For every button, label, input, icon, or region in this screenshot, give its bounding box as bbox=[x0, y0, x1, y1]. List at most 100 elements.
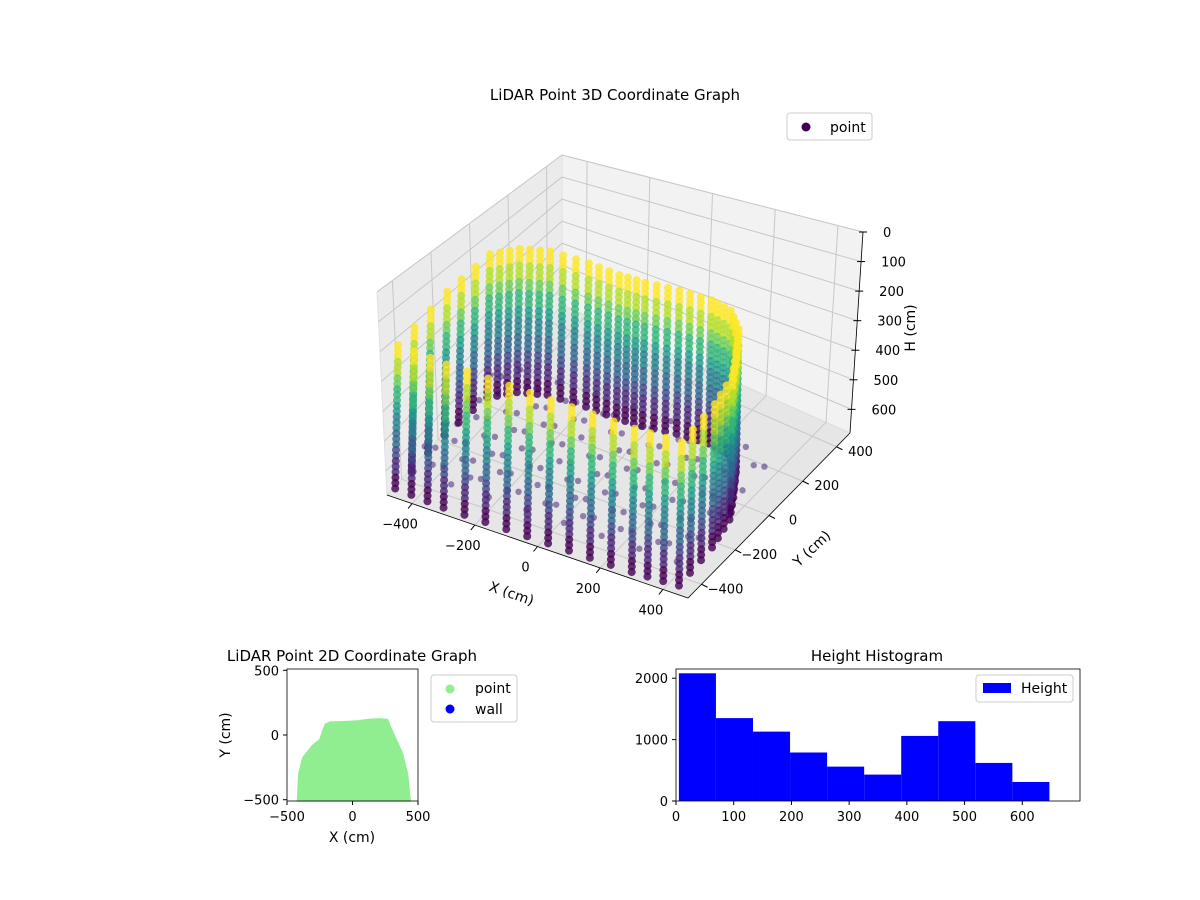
point-marker bbox=[510, 426, 518, 434]
y-tick-label: 0 bbox=[789, 514, 797, 529]
legend-marker-wall bbox=[445, 704, 455, 714]
x-tick bbox=[595, 567, 601, 574]
point-marker bbox=[606, 560, 615, 569]
x-tick-label: 500 bbox=[406, 810, 431, 825]
z-tick-label: 0 bbox=[883, 226, 891, 241]
point-marker bbox=[502, 525, 511, 534]
grid-line bbox=[379, 198, 860, 353]
grid-line bbox=[378, 176, 862, 323]
y-tick-label: 0 bbox=[271, 729, 279, 744]
y-tick bbox=[735, 549, 742, 554]
point-marker bbox=[560, 519, 568, 527]
chart-3d-z-label: H (cm) bbox=[903, 304, 919, 351]
x-tick-label: 300 bbox=[837, 810, 862, 825]
point-marker bbox=[534, 481, 541, 489]
point-marker bbox=[407, 490, 416, 499]
point-marker bbox=[643, 572, 652, 581]
x-tick-label: 600 bbox=[1010, 810, 1035, 825]
x-tick-label: 200 bbox=[779, 810, 804, 825]
legend-swatch-height bbox=[983, 683, 1011, 693]
point-marker bbox=[552, 501, 560, 508]
histogram-frame bbox=[675, 668, 1081, 802]
point-marker bbox=[618, 430, 625, 437]
x-tick-label: −400 bbox=[382, 518, 418, 533]
point-marker bbox=[750, 462, 757, 469]
point-marker bbox=[439, 503, 448, 512]
point-marker bbox=[515, 488, 522, 495]
point-marker bbox=[598, 532, 605, 540]
chart-3d: LiDAR Point 3D Coordinate Graph −400 −200… bbox=[376, 86, 919, 618]
point-marker bbox=[473, 413, 480, 421]
z-tick-label: 500 bbox=[873, 374, 898, 389]
x-tick-label: 400 bbox=[894, 810, 919, 825]
y-tick-label: 400 bbox=[848, 445, 873, 460]
y-tick-label: 1000 bbox=[635, 734, 668, 749]
histogram-bar bbox=[790, 752, 828, 801]
point-marker bbox=[615, 447, 623, 454]
point-marker bbox=[602, 410, 611, 419]
y-tick-label: 500 bbox=[254, 664, 279, 679]
point-marker bbox=[544, 539, 553, 548]
histogram-bar bbox=[938, 721, 976, 801]
point-marker bbox=[739, 487, 746, 494]
y-tick-label: −400 bbox=[708, 582, 744, 597]
z-tick-label: 400 bbox=[875, 344, 900, 359]
point-marker bbox=[669, 496, 676, 504]
point-marker bbox=[621, 417, 630, 426]
point-marker bbox=[432, 444, 439, 451]
x-tick bbox=[407, 503, 413, 509]
histogram-bar bbox=[715, 718, 753, 801]
y-tick-label: −500 bbox=[243, 794, 279, 809]
grid-line bbox=[825, 225, 839, 423]
histogram-bar bbox=[827, 766, 865, 801]
point-marker bbox=[639, 502, 646, 509]
point-marker bbox=[475, 397, 483, 404]
y-tick-label: −200 bbox=[741, 548, 777, 563]
y-tick-label: 2000 bbox=[635, 672, 668, 687]
grid-line bbox=[430, 252, 439, 440]
histogram-bar bbox=[678, 673, 716, 801]
legend-label-wall: wall bbox=[475, 702, 503, 718]
point-marker bbox=[468, 406, 477, 415]
z-tick-label: 200 bbox=[879, 285, 904, 300]
histogram-legend: Height bbox=[975, 674, 1074, 703]
legend-label-height: Height bbox=[1021, 681, 1068, 697]
point-marker bbox=[671, 479, 679, 487]
point-marker bbox=[391, 484, 400, 493]
point-marker bbox=[761, 463, 768, 470]
legend-frame bbox=[975, 674, 1074, 703]
histogram-bar bbox=[1012, 781, 1050, 801]
y-tick bbox=[768, 515, 776, 519]
point-marker bbox=[532, 403, 540, 410]
legend-label-point: point bbox=[475, 681, 511, 697]
point-marker bbox=[620, 508, 627, 516]
point-marker bbox=[512, 388, 521, 397]
chart-3d-y-label: Y (cm) bbox=[790, 528, 835, 571]
point-marker bbox=[513, 409, 520, 417]
chart-2d: LiDAR Point 2D Coordinate Graph −500 0 500… bbox=[218, 647, 518, 846]
chart-2d-points bbox=[296, 718, 412, 802]
point-marker bbox=[686, 568, 695, 577]
point-marker bbox=[454, 418, 463, 427]
x-tick-label: 500 bbox=[952, 810, 977, 825]
x-tick-label: −200 bbox=[445, 539, 481, 554]
chart-2d-x-label: X (cm) bbox=[329, 830, 375, 846]
point-marker bbox=[481, 518, 490, 527]
point-marker bbox=[638, 422, 647, 431]
point-region bbox=[296, 718, 412, 802]
point-marker bbox=[460, 510, 469, 519]
x-tick bbox=[470, 524, 476, 531]
point-marker bbox=[601, 489, 609, 496]
point-marker bbox=[556, 394, 565, 403]
x-tick-label: 400 bbox=[639, 603, 664, 618]
point-marker bbox=[653, 460, 660, 467]
point-marker bbox=[574, 477, 582, 485]
chart-histogram: Height Histogram 0 100 200 300 400 500 600 0 100… bbox=[635, 647, 1081, 825]
x-tick-label: 200 bbox=[576, 582, 601, 597]
legend-marker-point bbox=[445, 684, 455, 694]
point-marker bbox=[559, 441, 566, 448]
y-tick bbox=[802, 480, 809, 485]
chart-2d-legend: point wall bbox=[430, 674, 518, 723]
point-marker bbox=[585, 553, 594, 562]
